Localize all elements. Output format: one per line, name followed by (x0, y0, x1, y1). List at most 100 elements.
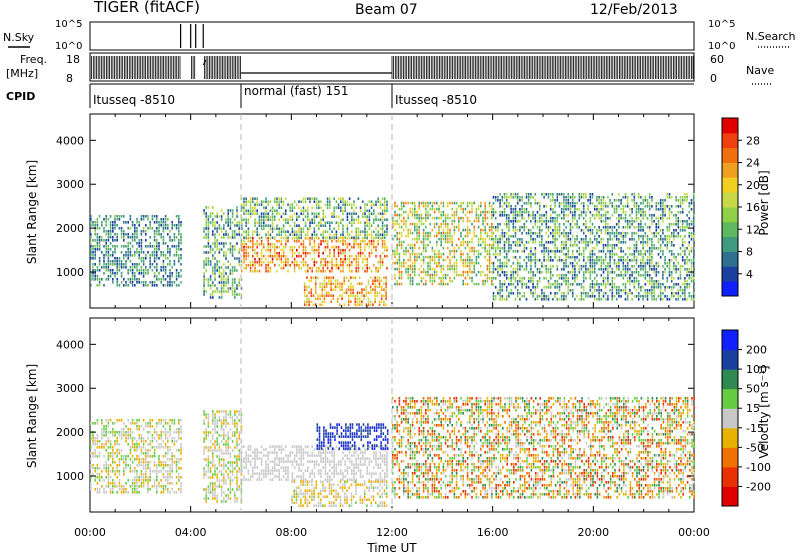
heatmap-cell (538, 280, 541, 283)
heatmap-cell (589, 241, 592, 244)
heatmap-cell (282, 230, 285, 233)
heatmap-cell (525, 247, 528, 250)
heatmap-cell (567, 289, 570, 292)
heatmap-cell (642, 265, 644, 268)
heatmap-cell (425, 213, 427, 217)
heatmap-cell (326, 203, 329, 206)
heatmap-cell (107, 263, 110, 266)
heatmap-cell (602, 262, 605, 265)
heatmap-cell (145, 266, 147, 269)
heatmap-cell (670, 292, 673, 295)
heatmap-cell (282, 251, 285, 255)
heatmap-cell (677, 289, 680, 292)
heatmap-cell (469, 276, 471, 280)
heatmap-cell (499, 286, 501, 289)
nsky-tick-top: 10^5 (55, 19, 82, 30)
heatmap-cell (296, 239, 298, 243)
heatmap-cell (254, 269, 256, 273)
heatmap-cell (545, 250, 548, 253)
heatmap-cell (341, 285, 343, 288)
heatmap-cell (123, 266, 125, 269)
heatmap-cell (574, 298, 576, 301)
heatmap-cell (260, 227, 263, 230)
heatmap-cell (541, 295, 543, 298)
heatmap-cell (585, 265, 587, 268)
heatmap-cell (346, 236, 349, 240)
heatmap-cell (460, 252, 462, 256)
heatmap-cell (519, 268, 521, 271)
heatmap-cell (247, 230, 250, 233)
heatmap-cell (247, 227, 250, 230)
heatmap-cell (278, 218, 280, 221)
heatmap-cell (123, 263, 125, 266)
heatmap-cell (626, 271, 629, 274)
heatmap-cell (576, 238, 578, 241)
heatmap-cell (326, 242, 329, 246)
heatmap-cell (607, 238, 609, 241)
heatmap-cell (158, 248, 160, 251)
heatmap-cell (344, 251, 346, 255)
heatmap-cell (367, 282, 370, 285)
heatmap-cell (633, 247, 636, 250)
heatmap-cell (593, 262, 596, 265)
heatmap-cell (243, 209, 245, 212)
heatmap-cell (453, 276, 456, 280)
heatmap-cell (384, 197, 386, 200)
heatmap-cell (342, 236, 344, 239)
heatmap-cell (118, 215, 121, 218)
heatmap-cell (653, 289, 655, 292)
heatmap-cell (263, 227, 265, 230)
heatmap-cell (280, 215, 283, 218)
heatmap-cell (247, 221, 250, 224)
heatmap-cell (475, 216, 478, 220)
heatmap-cell (527, 229, 530, 232)
heatmap-cell (304, 251, 307, 255)
heatmap-cell (569, 229, 572, 232)
heatmap-cell (471, 240, 473, 244)
heatmap-cell (510, 244, 512, 247)
heatmap-cell (326, 236, 329, 239)
heatmap-cell (626, 265, 629, 268)
heatmap-cell (348, 248, 351, 252)
heatmap-cell (223, 278, 225, 281)
heatmap-cell (348, 212, 351, 215)
heatmap-cell (225, 233, 227, 236)
heatmap-cell (618, 292, 620, 295)
heatmap-cell (640, 295, 642, 298)
heatmap-cell (585, 223, 587, 226)
heatmap-cell (442, 237, 445, 241)
heatmap-cell (354, 303, 357, 306)
heatmap-cell (666, 262, 669, 265)
heatmap-cell (92, 473, 94, 476)
heatmap-cell (265, 206, 267, 209)
heatmap-cell (118, 263, 121, 266)
heatmap-cell (381, 251, 384, 255)
heatmap-cell (260, 254, 263, 258)
heatmap-cell (567, 256, 570, 259)
heatmap-cell (653, 265, 655, 268)
heatmap-cell (357, 269, 360, 273)
heatmap-cell (134, 275, 136, 278)
heatmap-cell (648, 289, 651, 292)
heatmap-cell (300, 260, 302, 264)
heatmap-cell (380, 297, 383, 300)
heatmap-cell (282, 236, 285, 240)
heatmap-cell (225, 218, 227, 221)
heatmap-cell (212, 293, 214, 296)
heatmap-cell (321, 294, 324, 297)
heatmap-cell (591, 280, 594, 283)
heatmap-cell (422, 240, 425, 244)
heatmap-cell (499, 289, 501, 292)
heatmap-cell (442, 201, 445, 205)
heatmap-cell (252, 245, 254, 249)
heatmap-cell (589, 250, 592, 253)
heatmap-cell (238, 224, 240, 227)
heatmap-cell (615, 244, 618, 247)
heatmap-cell (501, 298, 504, 301)
heatmap-cell (692, 286, 695, 289)
heatmap-cell (464, 264, 467, 268)
heatmap-cell (212, 212, 214, 215)
heatmap-cell (611, 202, 614, 205)
heatmap-cell (379, 263, 382, 267)
heatmap-cell (92, 257, 94, 260)
